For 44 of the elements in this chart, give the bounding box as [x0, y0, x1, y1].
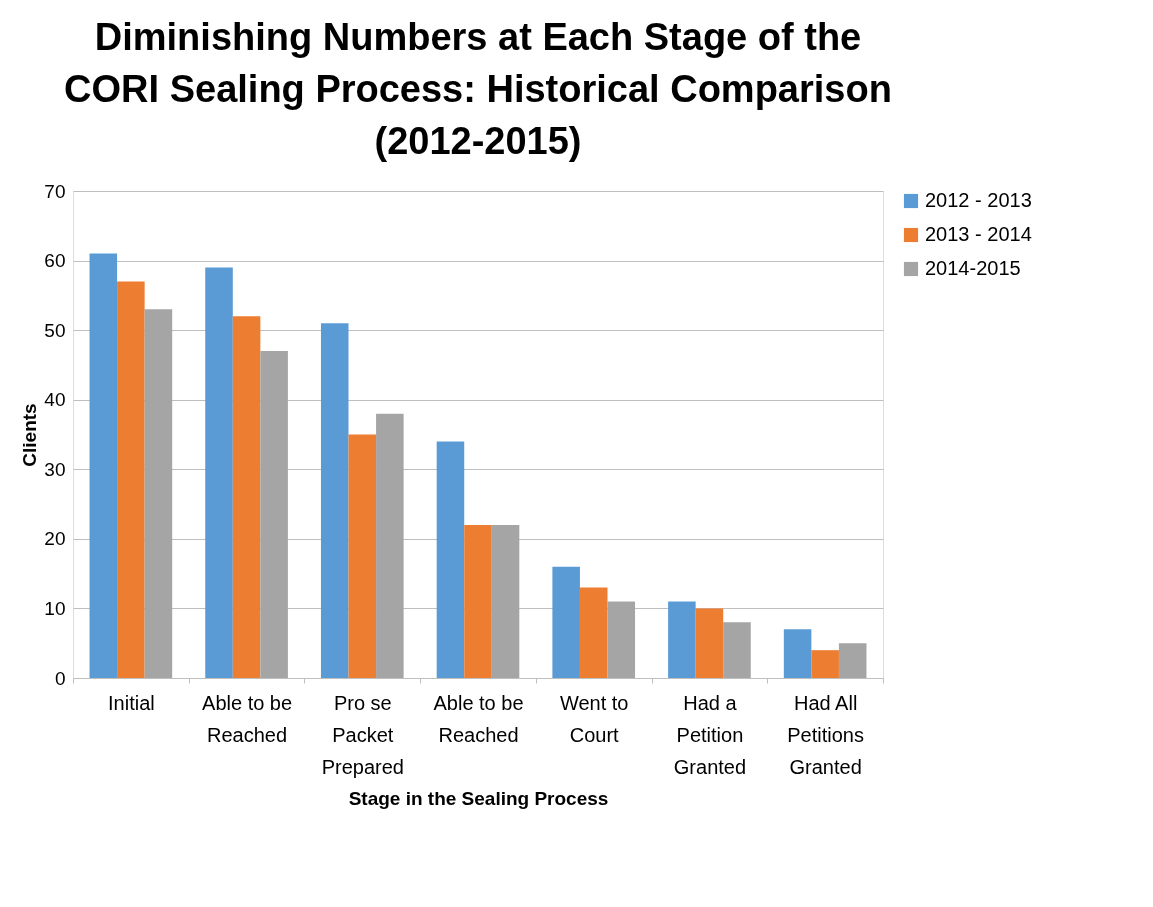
bar — [811, 650, 839, 678]
bar — [552, 566, 580, 678]
bar — [695, 608, 724, 678]
x-tick-label: Pro se Packet Prepared — [321, 691, 404, 778]
bar — [117, 281, 145, 678]
y-tick-label: 40 — [44, 389, 66, 411]
bar — [89, 253, 118, 678]
y-axis-title: Clients — [19, 403, 41, 467]
bar — [783, 629, 812, 678]
y-tick-label: 30 — [44, 458, 66, 480]
bar — [144, 309, 173, 678]
legend-label: 2013 - 2014 — [925, 223, 1032, 245]
bar — [320, 323, 349, 678]
bar — [668, 601, 696, 678]
y-tick-label: 10 — [44, 597, 66, 619]
bar — [260, 351, 288, 678]
bar — [579, 587, 608, 678]
x-tick-label: Had All Petitions Granted — [787, 691, 864, 778]
y-tick-label: 60 — [44, 250, 66, 272]
bar — [838, 643, 867, 678]
x-tick-label: Able to be Reached — [433, 691, 524, 746]
bar — [491, 524, 520, 678]
bar — [607, 601, 636, 678]
bar — [464, 524, 492, 678]
bar — [436, 441, 465, 678]
legend-label: 2012 - 2013 — [925, 189, 1032, 211]
x-tick-label: Initial — [108, 691, 155, 714]
y-tick-label: 0 — [54, 667, 66, 689]
x-axis-title: Stage in the Sealing Process — [348, 787, 609, 809]
x-tick-label: Went to Court — [559, 691, 629, 746]
bar — [348, 434, 377, 678]
text: (2012-2015) — [374, 120, 582, 162]
x-tick-label: Had a Petition Granted — [673, 691, 747, 778]
bar — [205, 267, 233, 678]
text: Diminishing Numbers at Each Stage of the — [94, 16, 862, 58]
bar — [723, 622, 751, 678]
bar — [232, 316, 261, 678]
legend-label: 2014-2015 — [925, 257, 1021, 279]
y-tick-label: 70 — [44, 180, 66, 202]
y-tick-label: 20 — [44, 528, 66, 550]
bar — [376, 413, 404, 678]
y-tick-label: 50 — [44, 319, 66, 341]
text: CORI Sealing Process: Historical Comparison — [64, 68, 892, 110]
x-tick-label: Able to be Reached — [202, 691, 293, 746]
